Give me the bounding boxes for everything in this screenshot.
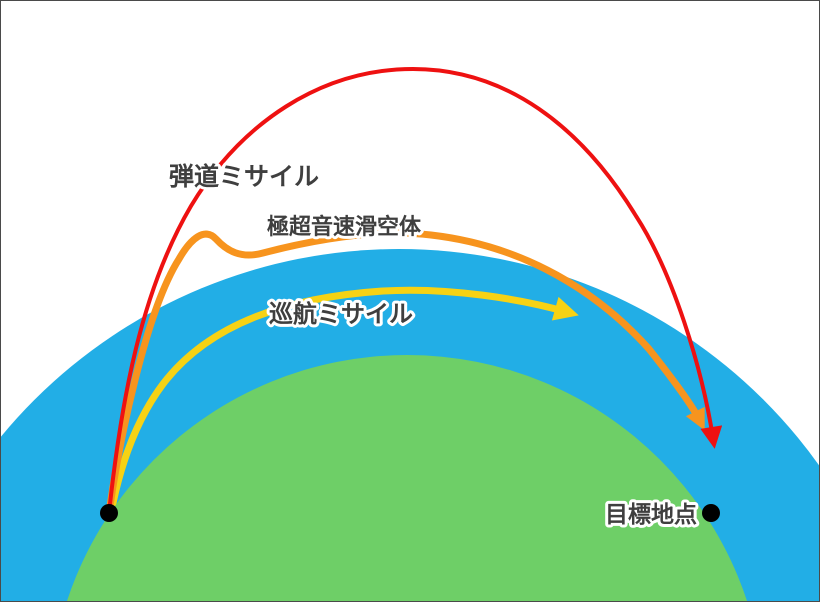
ballistic-missile-label: 弾道ミサイル [169, 162, 319, 191]
cruise-missile-label: 巡航ミサイル [269, 300, 413, 328]
earth-circle [66, 355, 748, 601]
target-point-label: 目標地点 [605, 501, 697, 527]
launch-point-dot [100, 504, 118, 522]
ballistic-missile-path [107, 66, 723, 515]
hypersonic-glide-vehicle-path [105, 229, 705, 517]
target-point-dot [702, 504, 720, 522]
hypersonic-glide-vehicle-label: 極超音速滑空体 [267, 214, 422, 239]
cruise-missile-path [109, 286, 579, 507]
